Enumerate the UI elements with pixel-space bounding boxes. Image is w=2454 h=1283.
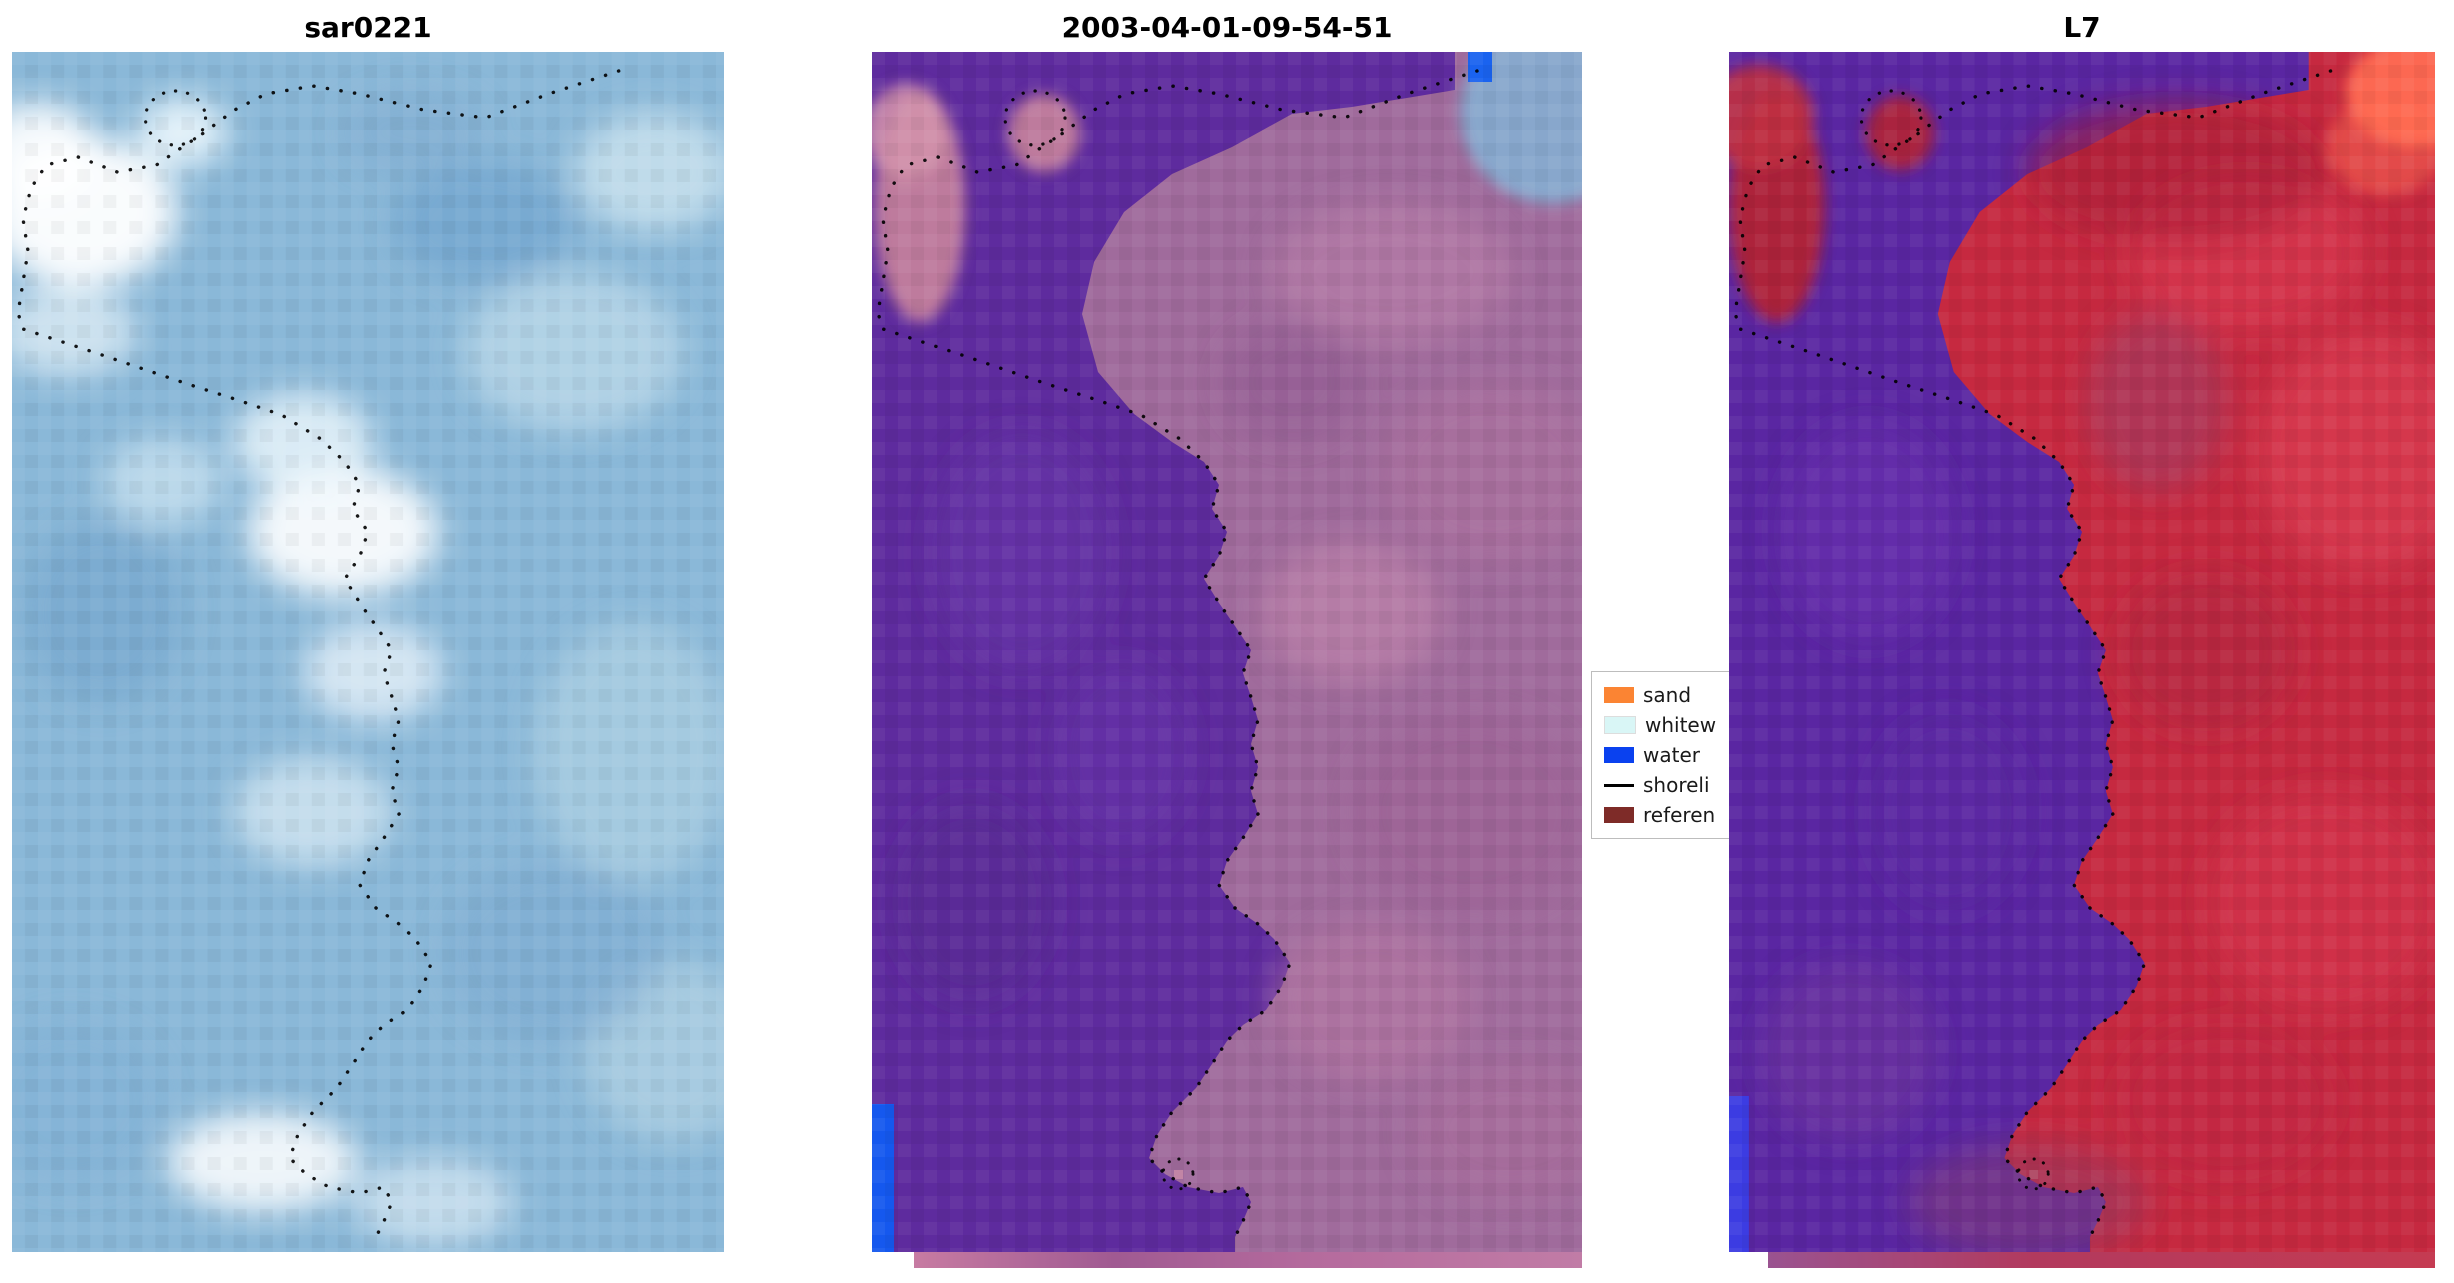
l7-offset-strip	[1768, 1252, 2435, 1268]
island-outline-dots	[1859, 89, 1923, 147]
pixel-texture	[1729, 52, 2435, 1252]
legend-item-sand: sand	[1604, 680, 1818, 710]
legend-item-shoreline: shoreli	[1604, 770, 1818, 800]
classified-image	[872, 52, 1582, 1252]
water-swatch	[1604, 747, 1634, 763]
l7-image-panel	[1729, 52, 2435, 1252]
sar-image	[12, 52, 724, 1252]
shoreline-dots	[16, 69, 621, 1239]
panel-title-classified: 2003-04-01-09-54-51	[1061, 11, 1393, 44]
legend-item-reference: referen	[1604, 800, 1818, 830]
classified-image-panel	[872, 52, 1582, 1252]
small-feature-dots	[2016, 1157, 2050, 1191]
legend-item-water: water	[1604, 740, 1818, 770]
l7-image	[1729, 52, 2435, 1252]
small-feature-dots	[1161, 1157, 1195, 1191]
reference-swatch	[1604, 807, 1634, 823]
panel-title-sar: sar0221	[304, 11, 432, 44]
sand-swatch	[1604, 687, 1634, 703]
sar-image-panel	[12, 52, 724, 1252]
legend-label-water: water	[1643, 743, 1700, 767]
pixel-texture	[12, 52, 724, 1252]
legend-item-whitewater: whitew	[1604, 710, 1818, 740]
whitewater-swatch	[1604, 716, 1636, 734]
legend-label-reference: referen	[1643, 803, 1716, 827]
pixel-texture	[872, 52, 1582, 1252]
legend-label-whitewater: whitew	[1645, 713, 1717, 737]
shoreline-dots	[1733, 69, 2333, 1239]
classified-offset-strip	[914, 1252, 1582, 1268]
shoreline-dots	[876, 69, 1479, 1239]
island-outline-dots	[143, 89, 208, 147]
island-outline-dots	[1003, 89, 1067, 147]
shoreline-swatch	[1604, 783, 1634, 787]
legend-label-shoreline: shoreli	[1643, 773, 1710, 797]
legend-label-sand: sand	[1643, 683, 1692, 707]
panel-title-l7: L7	[2063, 11, 2101, 44]
